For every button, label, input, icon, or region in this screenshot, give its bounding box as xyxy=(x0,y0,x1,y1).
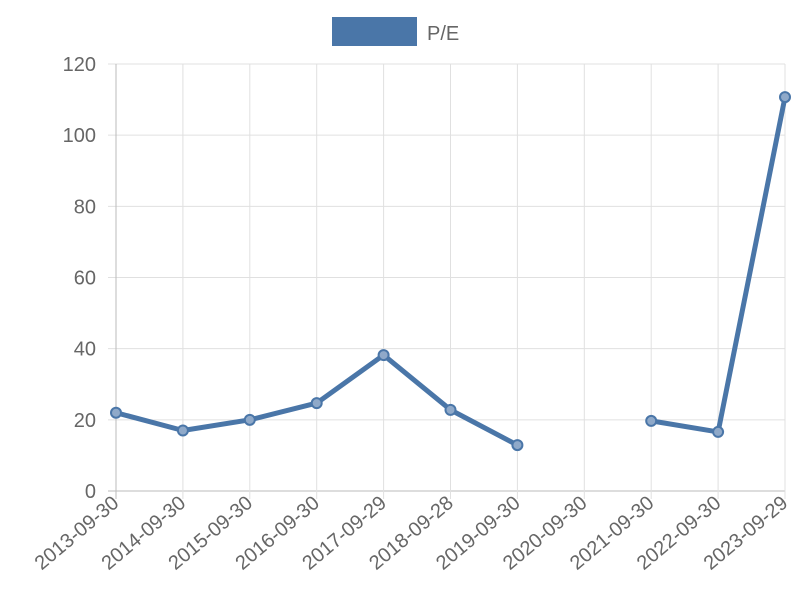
y-tick-label: 60 xyxy=(74,268,96,290)
point xyxy=(310,397,323,410)
point xyxy=(243,413,256,426)
point xyxy=(377,349,390,362)
y-tick-label: 120 xyxy=(63,54,96,76)
y-tick-label: 20 xyxy=(74,410,96,432)
point xyxy=(645,414,658,427)
point xyxy=(444,403,457,416)
point xyxy=(511,439,524,452)
legend-swatch xyxy=(332,17,417,46)
y-tick-label: 0 xyxy=(85,481,96,503)
y-tick-label: 100 xyxy=(63,125,96,147)
legend-label: P/E xyxy=(427,23,459,45)
point xyxy=(779,91,791,104)
point xyxy=(176,424,189,437)
point xyxy=(712,425,725,438)
y-tick-label: 40 xyxy=(74,339,96,361)
point xyxy=(110,406,122,419)
y-tick-label: 80 xyxy=(74,196,96,218)
